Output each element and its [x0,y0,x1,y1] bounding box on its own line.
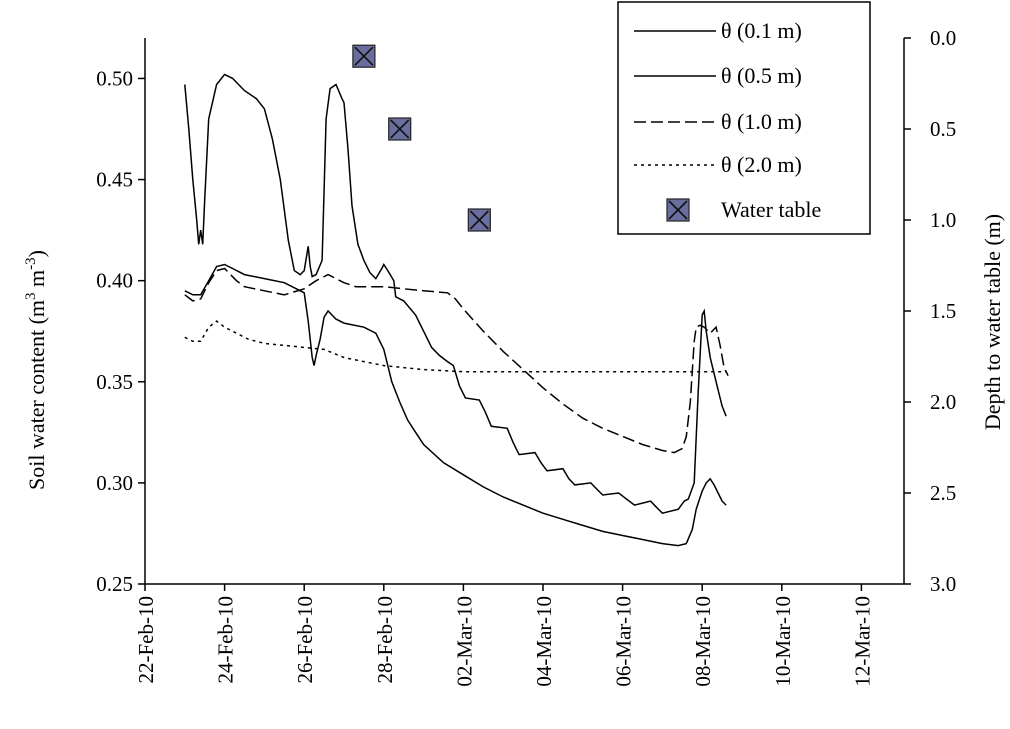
x-tick-label: 08-Mar-10 [691,596,715,687]
y-axis-title-main: Soil water content (m [24,300,49,490]
y-tick-label: 0.25 [96,572,133,596]
x-tick-label: 28-Feb-10 [373,596,397,684]
series-line-2 [184,267,729,454]
x-tick-label: 22-Feb-10 [134,596,158,684]
legend: θ (0.1 m) θ (0.5 m) θ (1.0 m) θ (2.0 m) Wate… [617,1,871,235]
y-tick-label: 0.35 [96,370,133,394]
x-tick-label: 12-Mar-10 [850,596,874,687]
x-tick-label: 10-Mar-10 [771,596,795,687]
y-axis-title-sup1: 3 [23,292,39,300]
y2-tick-label: 1.5 [930,299,956,323]
y-axis-title-sup2: -3 [23,257,39,270]
legend-label-0: θ (0.1 m) [721,18,802,43]
y-tick-label: 0.30 [96,471,133,495]
y-ticks-right: 0.0 0.5 1.0 1.5 2.0 2.5 3.0 [904,26,956,596]
x-tick-label: 04-Mar-10 [532,596,556,687]
legend-box [617,1,871,235]
y-ticks-left: 0.25 0.30 0.35 0.40 0.45 0.50 [96,66,145,596]
legend-label-water-table: Water table [721,197,821,222]
series-line-3 [184,320,727,373]
legend-water-table-marker [666,198,690,222]
y2-tick-label: 0.0 [930,26,956,50]
x-tick-label: 06-Mar-10 [612,596,636,687]
legend-label-1: θ (0.5 m) [721,63,802,88]
x-tick-label: 26-Feb-10 [293,596,317,684]
y2-tick-label: 2.5 [930,481,956,505]
x-ticks: 22-Feb-10 24-Feb-10 26-Feb-10 28-Feb-10 02-M… [134,584,874,687]
plot-lines [184,73,729,547]
legend-label-2: θ (1.0 m) [721,109,802,134]
y2-tick-label: 1.0 [930,208,956,232]
water-table-marker [467,208,491,232]
y2-axis-title: Depth to water table (m) [980,214,1005,430]
y-tick-label: 0.45 [96,168,133,192]
series-line-0 [184,73,727,515]
y2-tick-label: 2.0 [930,390,956,414]
y-axis-title-end: ) [24,250,49,257]
x-tick-label: 24-Feb-10 [214,596,238,684]
legend-label-3: θ (2.0 m) [721,152,802,177]
x-tick-label: 02-Mar-10 [452,596,476,687]
y2-tick-label: 3.0 [930,572,956,596]
y2-tick-label: 0.5 [930,117,956,141]
y-tick-label: 0.50 [96,66,133,90]
y-axis-title: Soil water content (m3 m-3) [23,250,49,490]
water-table-marker [388,117,412,141]
y-tick-label: 0.40 [96,269,133,293]
y-axis-title-mid: m [24,270,49,293]
water-table-marker [352,44,376,68]
series-line-1 [184,263,727,547]
water-table-markers [352,44,491,232]
